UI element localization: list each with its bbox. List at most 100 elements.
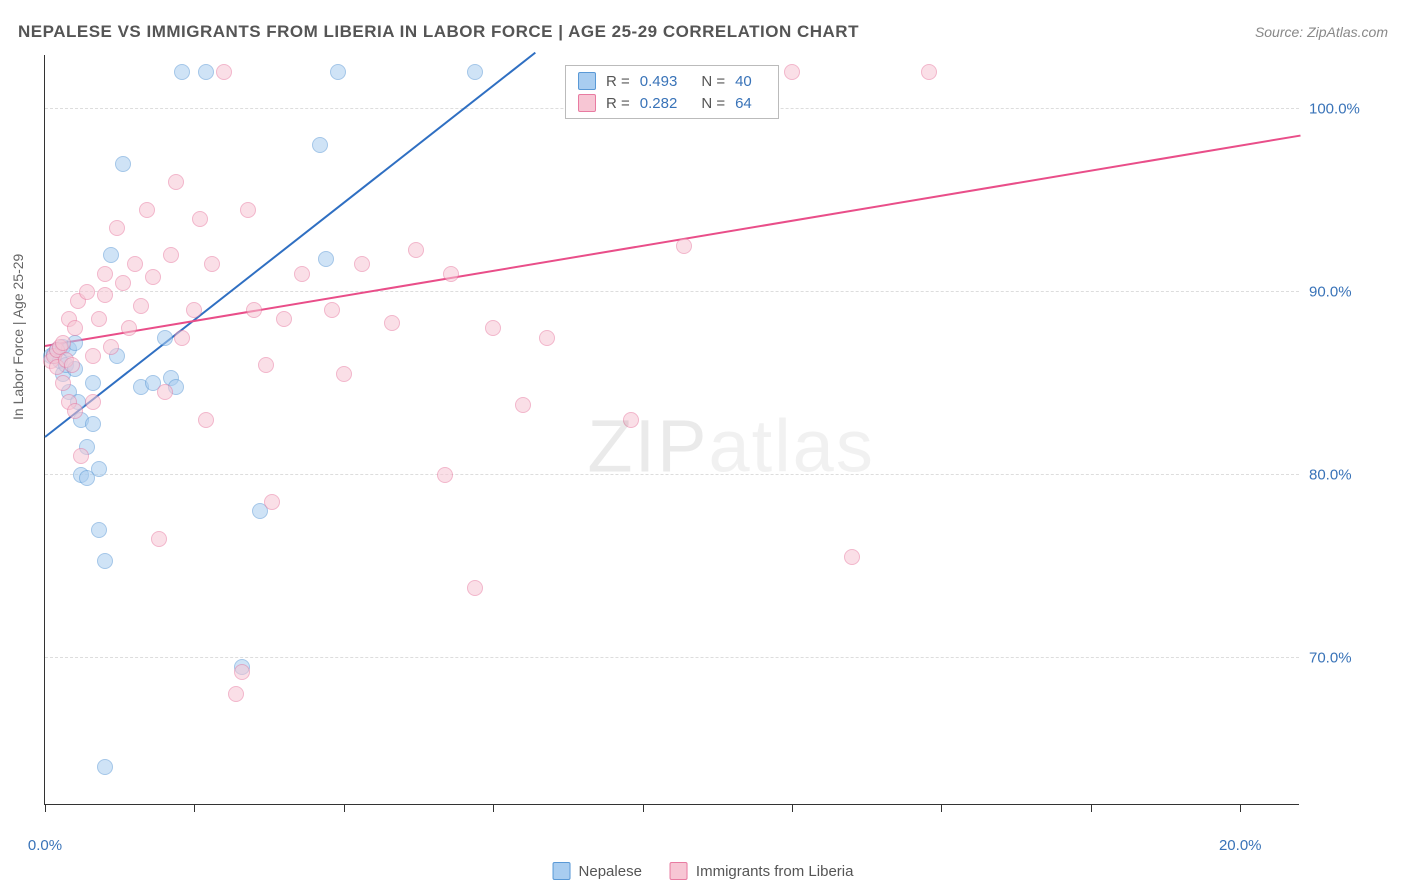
stat-n-label: N = — [701, 95, 725, 112]
x-tick — [1240, 804, 1241, 812]
chart-title: NEPALESE VS IMMIGRANTS FROM LIBERIA IN L… — [18, 22, 859, 42]
data-point — [91, 311, 107, 327]
legend-label: Immigrants from Liberia — [696, 863, 854, 880]
data-point — [145, 269, 161, 285]
data-point — [103, 339, 119, 355]
legend: Nepalese Immigrants from Liberia — [553, 862, 854, 880]
stat-n-label: N = — [701, 73, 725, 90]
data-point — [324, 302, 340, 318]
y-axis-label: In Labor Force | Age 25-29 — [10, 254, 26, 420]
legend-swatch — [553, 862, 571, 880]
x-tick-label: 0.0% — [28, 837, 62, 854]
data-point — [318, 251, 334, 267]
data-point — [67, 320, 83, 336]
data-point — [97, 287, 113, 303]
trendline — [44, 52, 535, 438]
data-point — [85, 394, 101, 410]
plot-area: 70.0%80.0%90.0%100.0%0.0%20.0%R = 0.493N… — [44, 55, 1299, 805]
data-point — [73, 448, 89, 464]
data-point — [294, 266, 310, 282]
y-tick-label: 100.0% — [1309, 100, 1389, 117]
data-point — [192, 211, 208, 227]
data-point — [157, 330, 173, 346]
gridline — [45, 474, 1299, 475]
data-point — [85, 416, 101, 432]
series-swatch — [578, 72, 596, 90]
data-point — [163, 247, 179, 263]
y-tick-label: 70.0% — [1309, 649, 1389, 666]
data-point — [408, 242, 424, 258]
data-point — [157, 384, 173, 400]
x-tick — [643, 804, 644, 812]
data-point — [91, 461, 107, 477]
data-point — [55, 335, 71, 351]
data-point — [676, 238, 692, 254]
data-point — [115, 156, 131, 172]
data-point — [79, 284, 95, 300]
stats-row: R = 0.282N = 64 — [566, 92, 778, 114]
data-point — [103, 247, 119, 263]
stat-r-label: R = — [606, 73, 630, 90]
data-point — [330, 64, 346, 80]
data-point — [174, 64, 190, 80]
data-point — [443, 266, 459, 282]
legend-swatch — [670, 862, 688, 880]
legend-item: Immigrants from Liberia — [670, 862, 854, 880]
data-point — [539, 330, 555, 346]
data-point — [151, 531, 167, 547]
data-point — [133, 298, 149, 314]
x-tick — [493, 804, 494, 812]
data-point — [485, 320, 501, 336]
legend-label: Nepalese — [579, 863, 642, 880]
data-point — [55, 375, 71, 391]
data-point — [216, 64, 232, 80]
x-tick — [941, 804, 942, 812]
data-point — [623, 412, 639, 428]
data-point — [264, 494, 280, 510]
x-tick — [45, 804, 46, 812]
data-point — [198, 412, 214, 428]
data-point — [97, 553, 113, 569]
data-point — [921, 64, 937, 80]
data-point — [115, 275, 131, 291]
data-point — [174, 330, 190, 346]
data-point — [139, 202, 155, 218]
trendline — [45, 134, 1300, 346]
data-point — [97, 266, 113, 282]
stats-box: R = 0.493 N = 40 R = 0.282N = 64 — [565, 65, 779, 119]
data-point — [312, 137, 328, 153]
stats-row: R = 0.493 N = 40 — [566, 70, 778, 92]
data-point — [467, 580, 483, 596]
data-point — [109, 220, 125, 236]
y-tick-label: 90.0% — [1309, 283, 1389, 300]
data-point — [467, 64, 483, 80]
data-point — [437, 467, 453, 483]
x-tick — [194, 804, 195, 812]
stat-n-value: 64 — [735, 95, 752, 112]
stat-r-label: R = — [606, 95, 630, 112]
data-point — [336, 366, 352, 382]
stat-n-value: 40 — [735, 73, 752, 90]
data-point — [240, 202, 256, 218]
gridline — [45, 291, 1299, 292]
x-tick — [344, 804, 345, 812]
data-point — [91, 522, 107, 538]
stat-r-value: 0.493 — [640, 73, 678, 90]
data-point — [228, 686, 244, 702]
data-point — [384, 315, 400, 331]
source-attribution: Source: ZipAtlas.com — [1255, 24, 1388, 40]
data-point — [198, 64, 214, 80]
x-tick-label: 20.0% — [1219, 837, 1262, 854]
x-tick — [792, 804, 793, 812]
data-point — [784, 64, 800, 80]
data-point — [64, 357, 80, 373]
legend-item: Nepalese — [553, 862, 642, 880]
data-point — [234, 664, 250, 680]
data-point — [168, 174, 184, 190]
x-tick — [1091, 804, 1092, 812]
data-point — [515, 397, 531, 413]
gridline — [45, 657, 1299, 658]
data-point — [186, 302, 202, 318]
data-point — [204, 256, 220, 272]
data-point — [85, 348, 101, 364]
